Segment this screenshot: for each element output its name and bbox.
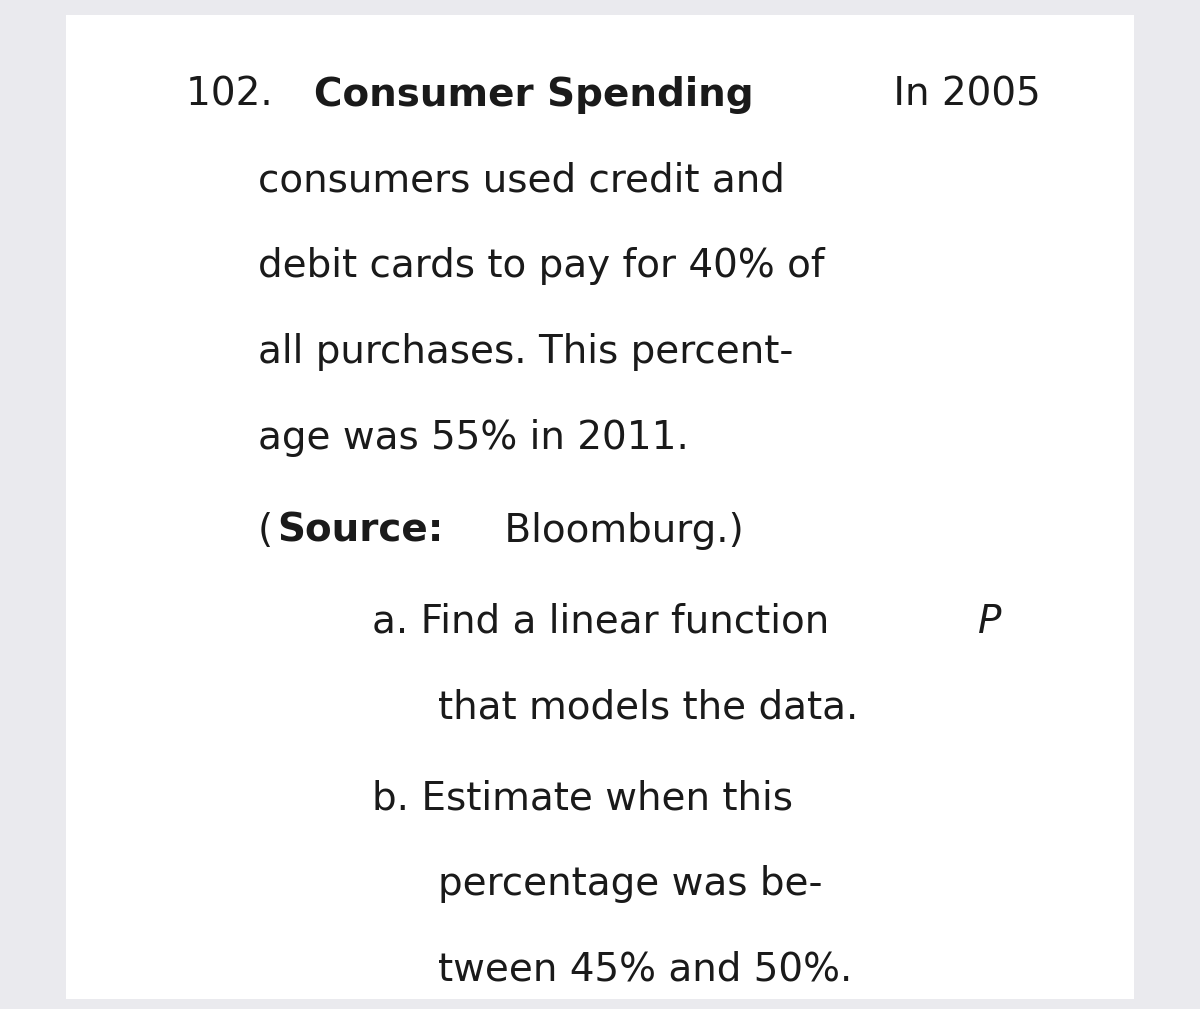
Text: In 2005: In 2005 [881,76,1040,114]
Text: Source:: Source: [277,512,444,550]
Text: 102.: 102. [186,76,286,114]
Text: P: P [978,602,1002,641]
Text: (: ( [258,512,274,550]
Text: all purchases. This percent-: all purchases. This percent- [258,333,793,371]
Text: a. Find a linear function: a. Find a linear function [372,602,841,641]
Text: b. Estimate when this: b. Estimate when this [372,779,793,817]
Text: age was 55% in 2011.: age was 55% in 2011. [258,419,689,457]
Text: debit cards to pay for 40% of: debit cards to pay for 40% of [258,247,824,286]
Text: that models the data.: that models the data. [438,688,858,726]
Text: tween 45% and 50%.: tween 45% and 50%. [438,950,852,989]
Text: Consumer Spending: Consumer Spending [314,76,754,114]
Text: percentage was be-: percentage was be- [438,865,822,903]
Text: consumers used credit and: consumers used credit and [258,161,785,200]
Bar [66,15,1134,999]
Text: Bloomburg.): Bloomburg.) [492,512,744,550]
